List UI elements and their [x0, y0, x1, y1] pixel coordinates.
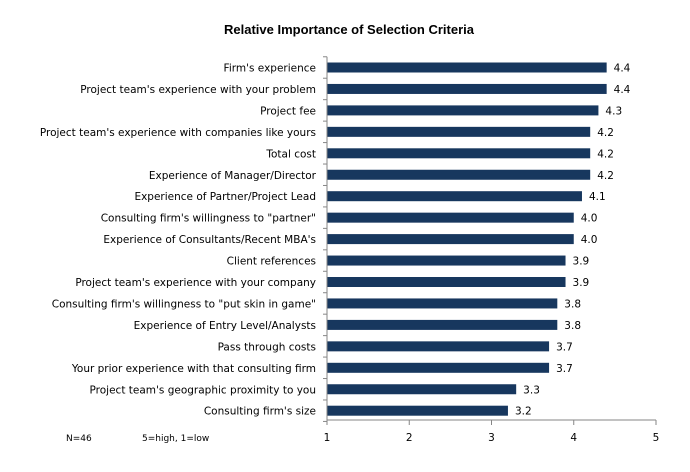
category-label: Client references — [227, 256, 316, 268]
value-label: 4.0 — [581, 213, 598, 225]
bar — [327, 212, 574, 223]
value-label: 4.4 — [614, 63, 631, 75]
value-label: 3.7 — [556, 363, 573, 375]
category-label: Project team's experience with companies… — [40, 127, 316, 139]
x-tick-label: 2 — [406, 432, 413, 444]
value-label: 4.2 — [597, 127, 614, 139]
x-tick-label: 4 — [570, 432, 577, 444]
bar — [327, 277, 566, 287]
category-label: Experience of Manager/Director — [149, 170, 317, 182]
bar — [327, 384, 517, 395]
value-label: 4.1 — [589, 191, 606, 203]
scale-note: 5=high, 1=low — [142, 434, 209, 444]
x-axis: 1 2 3 4 5 — [324, 56, 660, 444]
category-label: Pass through costs — [218, 341, 316, 353]
category-label: Consulting firm's willingness to "partne… — [101, 213, 316, 225]
bar — [327, 255, 566, 266]
category-label: Experience of Entry Level/Analysts — [134, 320, 316, 332]
bar — [327, 83, 607, 94]
sample-size-note: N=46 — [66, 434, 92, 444]
x-tick-label: 1 — [324, 432, 331, 444]
chart-title: Relative Importance of Selection Criteri… — [224, 22, 475, 37]
value-label: 4.3 — [605, 105, 622, 117]
bar — [327, 234, 574, 245]
bar — [327, 62, 607, 73]
value-label: 3.8 — [564, 320, 581, 332]
value-label: 3.2 — [515, 406, 532, 418]
value-label: 3.7 — [556, 341, 573, 353]
category-label: Project team's geographic proximity to y… — [90, 384, 316, 396]
x-tick-label: 3 — [488, 432, 495, 444]
category-label: Project team's experience with your comp… — [75, 277, 316, 289]
bar — [327, 105, 599, 116]
bar — [327, 341, 550, 352]
bar — [327, 191, 582, 202]
bar — [327, 319, 558, 330]
bar — [327, 169, 591, 180]
value-label: 3.3 — [523, 384, 540, 396]
bar — [327, 405, 508, 416]
category-label: Firm's experience — [224, 63, 316, 75]
value-label: 4.2 — [597, 170, 614, 182]
category-label: Project team's experience with your prob… — [80, 84, 316, 96]
bars-layer: Firm's experience 4.4 Project team's exper… — [40, 56, 631, 422]
category-label: Consulting firm's willingness to "put sk… — [52, 298, 316, 310]
category-label: Project fee — [260, 105, 316, 117]
value-label: 3.9 — [573, 256, 590, 268]
x-tick-label: 5 — [653, 432, 660, 444]
category-label: Experience of Partner/Project Lead — [134, 191, 316, 203]
bar — [327, 126, 591, 137]
bar — [327, 298, 558, 309]
bar — [327, 362, 550, 373]
bar — [327, 148, 591, 159]
value-label: 4.4 — [614, 84, 631, 96]
value-label: 3.9 — [573, 277, 590, 289]
value-label: 4.2 — [597, 148, 614, 160]
value-label: 4.0 — [581, 234, 598, 246]
category-label: Consulting firm's size — [204, 406, 316, 418]
category-label: Your prior experience with that consulti… — [71, 363, 316, 375]
value-label: 3.8 — [564, 298, 581, 310]
category-label: Experience of Consultants/Recent MBA's — [103, 234, 316, 246]
category-label: Total cost — [265, 148, 316, 160]
